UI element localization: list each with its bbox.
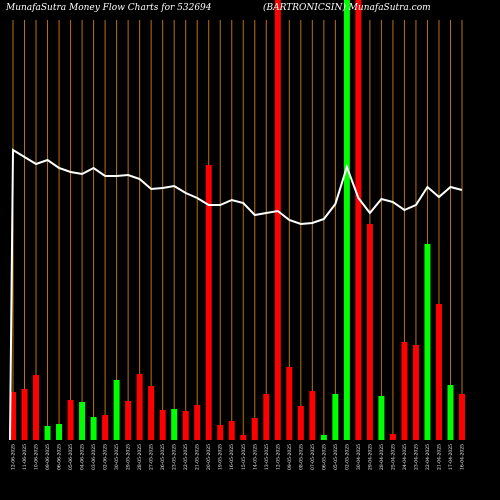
tick-label: 24-04-2025: [402, 444, 408, 470]
tick-label: 09-06-2025: [45, 444, 51, 470]
tick-label: 02-05-2025: [344, 444, 350, 470]
tick-label: 16-04-2025: [460, 444, 466, 470]
tick-label: 11-06-2025: [22, 444, 28, 470]
tick-label: 02-06-2025: [103, 444, 109, 470]
bar-28-05-2025: [136, 374, 143, 440]
tick-label: 22-05-2025: [183, 444, 189, 470]
chart-subtitle: (BARTRONICSIN) MunafaSutra.com: [263, 2, 431, 13]
tick-label: 14-05-2025: [252, 444, 258, 470]
tick-label: 29-05-2025: [126, 444, 132, 470]
bar-15-05-2025: [240, 435, 247, 440]
bar-14-05-2025: [251, 418, 258, 440]
tick-label: 05-06-2025: [68, 444, 74, 470]
tick-label: 25-04-2025: [390, 444, 396, 470]
tick-label: 28-05-2025: [137, 444, 143, 470]
tick-label: 27-05-2025: [149, 444, 155, 470]
bar-24-04-2025: [401, 342, 408, 440]
tick-label: 09-05-2025: [287, 444, 293, 470]
bar-17-04-2025: [447, 385, 454, 440]
bar-29-05-2025: [125, 401, 132, 440]
bar-03-06-2025: [90, 417, 97, 440]
tick-label: 05-05-2025: [333, 444, 339, 470]
bar-30-04-2025: [355, 0, 362, 440]
tick-label: 15-05-2025: [241, 444, 247, 470]
bar-06-06-2025: [56, 424, 63, 440]
bar-05-06-2025: [67, 400, 74, 440]
bar-26-05-2025: [159, 410, 166, 440]
bar-21-04-2025: [435, 304, 442, 440]
bar-22-04-2025: [424, 244, 431, 440]
bar-28-04-2025: [378, 396, 385, 440]
bar-04-06-2025: [79, 402, 86, 440]
bar-29-04-2025: [366, 224, 373, 440]
bar-22-05-2025: [182, 411, 189, 440]
chart-title: MunafaSutra Money Flow Charts for 532694: [5, 3, 212, 13]
tick-label: 13-05-2025: [264, 444, 270, 470]
bar-12-06-2025: [10, 392, 16, 440]
tick-label: 12-05-2025: [275, 444, 281, 470]
bar-30-05-2025: [113, 380, 120, 440]
x-axis-tick-labels: 12-06-2025 11-06-2025 10-06-2025 09-06-2025…: [11, 444, 466, 470]
bar-07-05-2025: [309, 391, 316, 440]
bar-20-05-2025: [205, 165, 212, 440]
tick-label: 10-06-2025: [34, 444, 40, 470]
tick-label: 23-05-2025: [172, 444, 178, 470]
tick-label: 22-04-2025: [425, 444, 431, 470]
tick-label: 30-04-2025: [356, 444, 362, 470]
bar-02-05-2025: [343, 0, 350, 440]
bar-12-05-2025: [274, 0, 281, 440]
tick-label: 08-05-2025: [298, 444, 304, 470]
tick-label: 26-05-2025: [160, 444, 166, 470]
tick-label: 16-05-2025: [229, 444, 235, 470]
tick-label: 21-05-2025: [195, 444, 201, 470]
bar-09-05-2025: [286, 367, 293, 440]
bar-09-06-2025: [44, 426, 51, 440]
bar-02-06-2025: [102, 415, 109, 440]
tick-label: 30-05-2025: [114, 444, 120, 470]
tick-label: 17-04-2025: [448, 444, 454, 470]
bar-23-04-2025: [412, 345, 419, 440]
tick-label: 07-05-2025: [310, 444, 316, 470]
bar-08-05-2025: [297, 406, 304, 440]
bar-11-06-2025: [21, 389, 28, 440]
bar-25-04-2025: [389, 434, 396, 440]
bar-05-05-2025: [332, 394, 339, 440]
tick-label: 21-04-2025: [436, 444, 442, 470]
tick-label: 19-05-2025: [218, 444, 224, 470]
tick-label: 04-06-2025: [80, 444, 86, 470]
tick-label: 06-06-2025: [57, 444, 63, 470]
tick-label: 23-04-2025: [413, 444, 419, 470]
bar-27-05-2025: [148, 386, 155, 440]
tick-label: 06-05-2025: [321, 444, 327, 470]
tick-label: 12-06-2025: [11, 444, 17, 470]
tick-label: 03-06-2025: [91, 444, 97, 470]
bar-13-05-2025: [263, 394, 270, 440]
bar-06-05-2025: [320, 435, 327, 440]
tick-label: 29-04-2025: [367, 444, 373, 470]
bar-16-04-2025: [459, 394, 465, 440]
bar-series: [10, 0, 465, 440]
tick-label: 20-05-2025: [206, 444, 212, 470]
tick-label: 28-04-2025: [379, 444, 385, 470]
bar-23-05-2025: [171, 409, 178, 440]
money-flow-line: [9, 148, 463, 441]
bar-19-05-2025: [217, 425, 224, 440]
bar-21-05-2025: [194, 405, 201, 440]
bar-16-05-2025: [228, 421, 235, 440]
bar-10-06-2025: [33, 375, 40, 440]
